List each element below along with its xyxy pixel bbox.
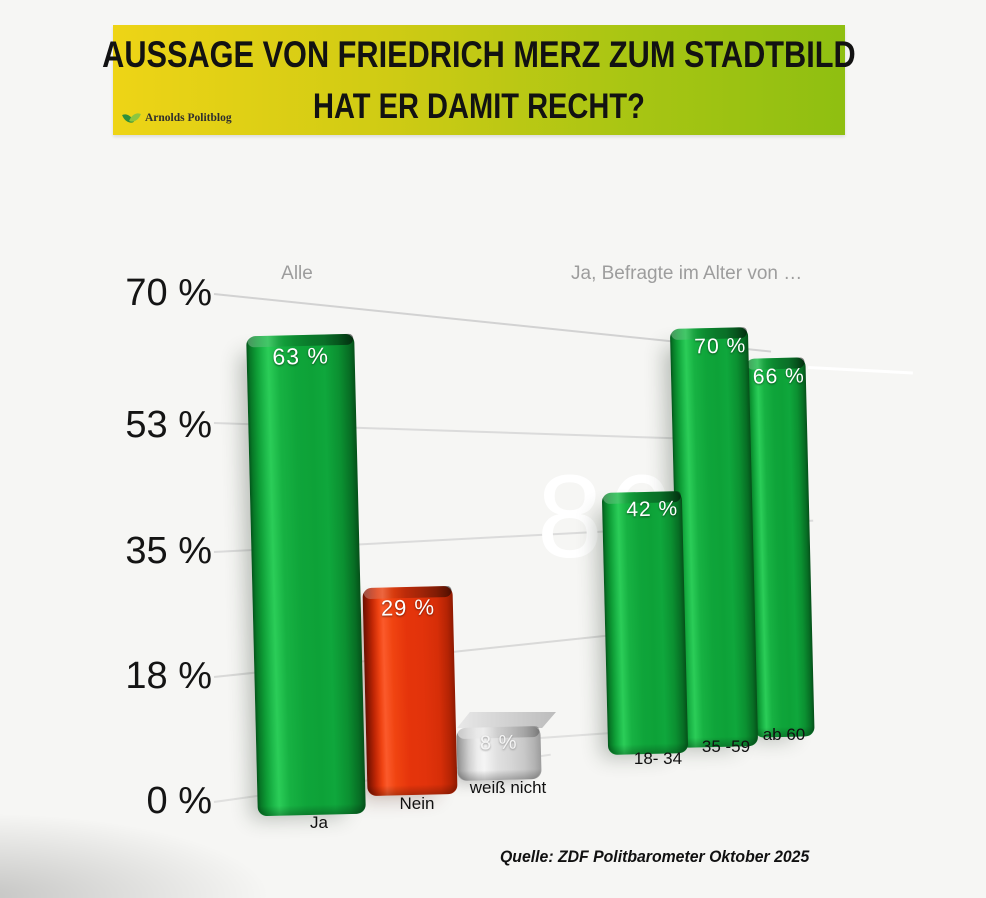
- bar-value-label: 29 %: [380, 594, 436, 621]
- gridline-floor-segment: [539, 731, 615, 739]
- category-label-weiss-nicht: weiß nicht: [469, 778, 547, 797]
- bar-ja: 63 %: [246, 333, 366, 817]
- category-label-ja: Ja: [310, 813, 328, 832]
- bar-value-label: 63 %: [272, 342, 330, 370]
- banner-title-line2: HAT ER DAMIT RECHT?: [313, 87, 645, 126]
- title-banner: AUSSAGE VON FRIEDRICH MERZ ZUM STADTBILD…: [102, 25, 856, 135]
- bar-18-34: 42 %: [601, 491, 689, 755]
- category-label-ab-60: ab 60: [762, 725, 806, 744]
- gridline-highlight: [807, 366, 913, 375]
- source-note: Quelle: ZDF Politbarometer Oktober 2025: [500, 847, 810, 866]
- bar-weiss-nicht: 8 %: [456, 725, 542, 782]
- y-tick-18: 18 %: [125, 655, 212, 697]
- leaf-icon: [122, 110, 141, 126]
- group-label-alter: Ja, Befragte im Alter von …: [571, 263, 803, 284]
- bar-value-label: 8 %: [479, 731, 518, 755]
- y-tick-70: 70 %: [125, 272, 212, 314]
- group-label-alle: Alle: [281, 263, 313, 284]
- category-label-18-34: 18- 34: [633, 749, 683, 768]
- banner-title-line1: AUSSAGE VON FRIEDRICH MERZ ZUM STADTBILD: [102, 34, 856, 75]
- bar-value-label: 70 %: [694, 334, 747, 359]
- bar-value-label: 42 %: [626, 497, 679, 522]
- y-tick-35: 35 %: [125, 530, 212, 572]
- blog-logo: Arnolds Politblog: [122, 110, 232, 126]
- bar-nein: 29 %: [362, 585, 458, 797]
- bar-value-label: 66 %: [752, 364, 806, 389]
- category-label-nein: Nein: [399, 794, 435, 813]
- y-tick-0: 0 %: [146, 780, 212, 822]
- y-tick-53: 53 %: [125, 404, 212, 446]
- logo-text: Arnolds Politblog: [145, 112, 232, 124]
- category-label-35-59: 35 -59: [701, 737, 751, 756]
- bar-weiss-nicht-top-face: [457, 712, 556, 728]
